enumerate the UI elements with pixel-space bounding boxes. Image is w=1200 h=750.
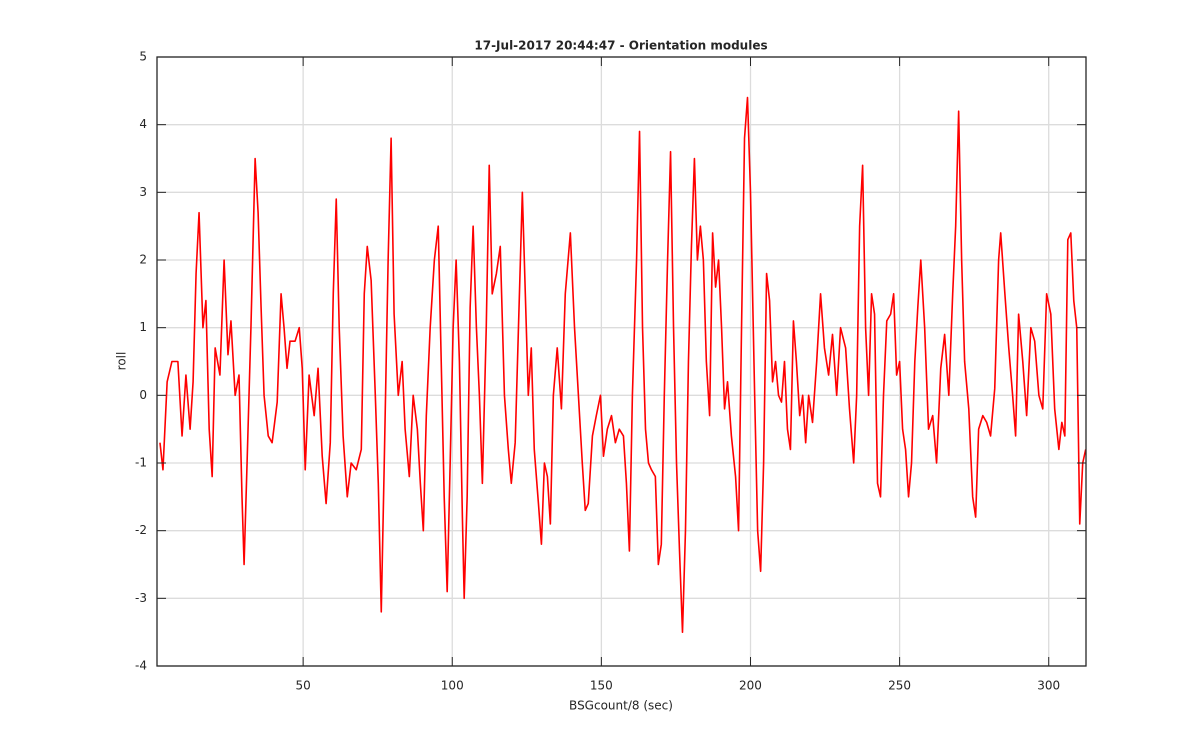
y-tick-label: 1	[139, 320, 147, 334]
y-tick-label: -1	[135, 456, 147, 470]
y-tick-label: 3	[139, 185, 147, 199]
y-tick-label: 4	[139, 117, 147, 131]
x-tick-label: 150	[590, 679, 613, 693]
plot-area	[157, 57, 1086, 666]
x-tick-label: 300	[1037, 679, 1060, 693]
y-tick-label: 5	[139, 50, 147, 64]
y-tick-label: -2	[135, 523, 147, 537]
chart-title: 17-Jul-2017 20:44:47 - Orientation modul…	[474, 39, 767, 53]
x-tick-label: 200	[739, 679, 762, 693]
y-axis-label: roll	[115, 352, 129, 371]
x-tick-label: 100	[441, 679, 464, 693]
y-tick-label: 2	[139, 253, 147, 267]
y-tick-label: 0	[139, 388, 147, 402]
plot-frame	[156, 56, 1087, 667]
data-line	[159, 96, 1087, 633]
y-tick-label: -3	[135, 591, 147, 605]
x-tick-label: 50	[295, 679, 310, 693]
x-axis-label: BSGcount/8 (sec)	[569, 699, 673, 713]
x-tick-label: 250	[888, 679, 911, 693]
marks	[159, 96, 1087, 633]
y-tick-label: -4	[135, 659, 147, 673]
